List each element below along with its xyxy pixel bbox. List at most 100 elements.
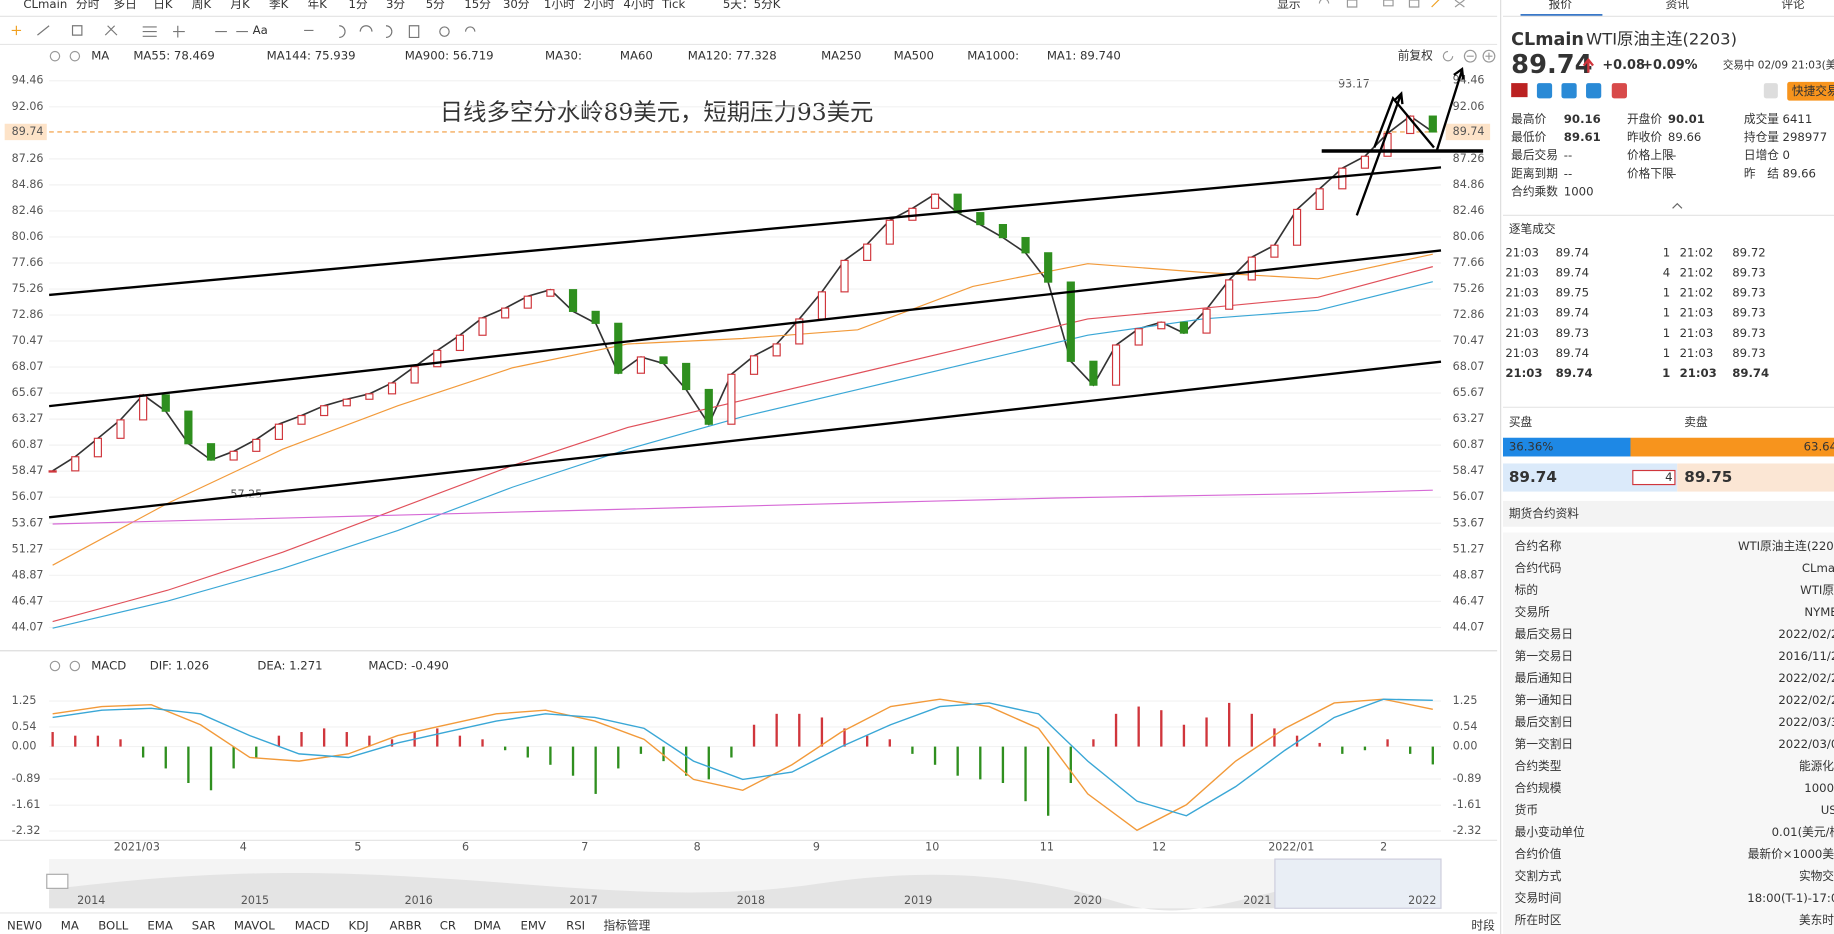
overview-window[interactable] (1274, 858, 1442, 909)
settings-icon[interactable] (49, 660, 61, 672)
indicator-tab[interactable]: ARBR (389, 918, 421, 932)
candle (1157, 321, 1166, 330)
panel-tab[interactable]: 资讯 (1666, 0, 1690, 11)
macd-legend[interactable]: DIF: 1.026 (150, 658, 209, 672)
overview-year: 2017 (570, 894, 598, 907)
y-tick-label-right: 65.67 (1453, 386, 1485, 399)
period-tab[interactable]: 多日 (113, 0, 136, 11)
quick-trade-label[interactable]: 快捷交易 (1792, 84, 1834, 98)
trade-cell: 89.73 (1732, 286, 1765, 300)
collapse-icon[interactable] (1672, 202, 1683, 209)
y-tick-label-right: 63.27 (1453, 412, 1485, 425)
y-tick-label: 60.87 (12, 438, 44, 451)
pane-icons[interactable] (49, 49, 1496, 672)
icon[interactable] (1511, 83, 1528, 98)
candle (1428, 115, 1437, 133)
close-icon[interactable] (69, 50, 81, 62)
indicator-tab[interactable]: RSI (566, 918, 585, 932)
macd-name[interactable]: MACD (91, 658, 126, 672)
panel-tab[interactable]: 评论 (1781, 0, 1805, 11)
pane-controls[interactable] (1442, 50, 1493, 62)
contract-label: 第一交易日 (1515, 649, 1573, 663)
period-tab[interactable]: 1分 (349, 0, 368, 11)
y-tick-label: 0.00 (12, 740, 37, 753)
period-tab[interactable]: 分时 (76, 0, 100, 11)
period-tab[interactable]: Tick (661, 0, 685, 11)
window-icons[interactable] (1318, 0, 1465, 8)
period-tab[interactable]: 日K (153, 0, 173, 11)
trend-line (49, 166, 1442, 297)
candle (1021, 237, 1030, 254)
indicator-tab[interactable]: MAVOL (234, 918, 275, 932)
period-tab[interactable]: 4小时 (623, 0, 654, 11)
period-tab[interactable]: 3分 (386, 0, 405, 11)
tool-label[interactable]: Aa (253, 23, 268, 37)
session[interactable]: 时段 (1471, 918, 1495, 932)
period-tab[interactable]: 年K (308, 0, 328, 11)
candle (139, 394, 148, 421)
ma-legend[interactable]: MA500 (894, 49, 934, 63)
indicator-tab[interactable]: KDJ (349, 918, 369, 932)
icon[interactable] (1763, 83, 1778, 99)
ma-legend[interactable]: MA1000: (967, 49, 1019, 63)
drawing-tools[interactable] (11, 25, 476, 39)
adjust-mode[interactable]: 前复权 (1398, 49, 1433, 63)
symbol-tab[interactable]: CLmain (23, 0, 67, 11)
candle (365, 393, 374, 400)
period-tab[interactable]: 5天：5分K (723, 0, 781, 11)
indicator-manage[interactable]: 指标管理 (604, 918, 651, 932)
ma-legend[interactable]: MA250 (821, 49, 861, 63)
indicator-tab[interactable]: SAR (192, 918, 216, 932)
indicator-tab[interactable]: DMA (474, 918, 501, 932)
period-tab[interactable]: 周K (192, 0, 212, 11)
overview-year: 2022 (1408, 894, 1436, 907)
icon[interactable] (1536, 83, 1553, 99)
period-tab[interactable]: 15分 (464, 0, 491, 11)
ma-legend[interactable]: MA55: 78.469 (133, 49, 214, 63)
icon[interactable] (1561, 83, 1577, 99)
trade-cell: 1 (1663, 346, 1670, 360)
tool-icon[interactable] (37, 25, 476, 39)
ma-legend[interactable]: MA60 (620, 49, 653, 63)
period-tab[interactable]: 30分 (503, 0, 530, 11)
icon[interactable] (1318, 0, 1465, 8)
indicator-tab[interactable]: MACD (295, 918, 330, 932)
panel-tab[interactable]: 报价 (1549, 0, 1573, 11)
trade-cell: 89.74 (1556, 306, 1589, 320)
indicator-tab[interactable]: BOLL (98, 918, 129, 932)
period-tab[interactable]: 5分 (426, 0, 445, 11)
display-menu[interactable]: 显示 (1277, 0, 1300, 11)
trade-cell: 21:03 (1505, 245, 1539, 259)
period-tab[interactable]: 2小时 (584, 0, 615, 11)
period-tab[interactable]: 季K (269, 0, 289, 11)
macd-legend[interactable]: DEA: 1.271 (257, 658, 322, 672)
ma-legend[interactable]: MA120: 77.328 (688, 49, 777, 63)
icon[interactable] (1586, 83, 1602, 99)
close-icon[interactable] (69, 660, 81, 672)
zoom-out[interactable] (1463, 49, 1477, 63)
macd-legend[interactable]: MACD: -0.490 (368, 658, 448, 672)
period-tab[interactable]: 月K (230, 0, 250, 11)
indicator-tab[interactable]: MA (61, 918, 79, 932)
y-tick-label: 1.25 (12, 694, 37, 707)
tool-icon[interactable] (11, 25, 22, 36)
candle (546, 289, 555, 297)
quick-trade-button[interactable] (1787, 81, 1834, 101)
flag-icons[interactable] (1511, 83, 1778, 99)
period-tab[interactable]: 1小时 (544, 0, 575, 11)
ma-legend[interactable]: MA30: (545, 49, 582, 63)
settings-icon[interactable] (49, 50, 61, 62)
indicator-tab[interactable]: NEW0 (7, 918, 42, 932)
contract-value: USD (1821, 803, 1834, 817)
icon[interactable] (1431, 0, 1441, 8)
ma-legend[interactable]: MA144: 75.939 (267, 49, 356, 63)
ma-legend[interactable]: MA1: 89.740 (1047, 49, 1121, 63)
overview-handle[interactable] (46, 873, 69, 889)
ma-name[interactable]: MA (91, 49, 109, 63)
icon[interactable] (1611, 83, 1627, 99)
zoom-in[interactable] (1482, 49, 1496, 63)
indicator-tab[interactable]: EMA (147, 918, 172, 932)
indicator-tab[interactable]: CR (440, 918, 456, 932)
indicator-tab[interactable]: EMV (520, 918, 545, 932)
ma-legend[interactable]: MA900: 56.719 (405, 49, 494, 63)
